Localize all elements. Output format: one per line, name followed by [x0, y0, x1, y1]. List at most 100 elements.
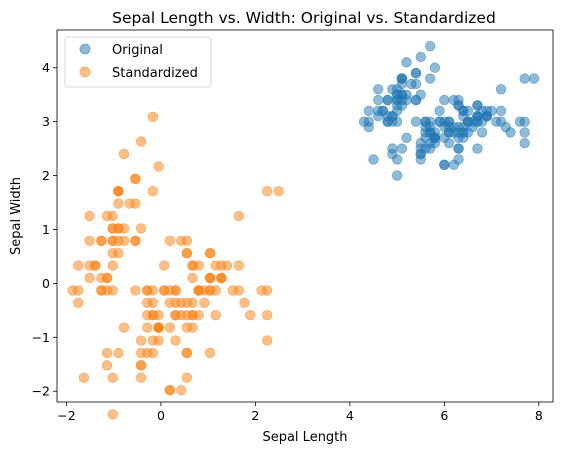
point-original-24 [382, 94, 393, 106]
point-standardized-27 [118, 223, 130, 234]
point-standardized-8 [73, 297, 84, 309]
points-layer [67, 40, 540, 420]
point-standardized-25 [107, 285, 118, 296]
point-original-6 [373, 94, 384, 106]
point-standardized-144 [204, 247, 216, 259]
x-tick-label: 8 [535, 408, 543, 423]
point-standardized-33 [135, 136, 147, 147]
point-standardized-117 [262, 185, 273, 197]
point-standardized-148 [176, 235, 187, 247]
y-axis-ticks: −2 −1 0 1 2 3 4 [32, 60, 57, 399]
point-original-122 [519, 127, 530, 138]
point-original-41 [368, 154, 379, 165]
legend-label-standardized: Standardized [112, 66, 198, 81]
point-standardized-18 [147, 185, 159, 197]
point-original-108 [472, 143, 483, 154]
point-original-109 [495, 84, 507, 95]
point-standardized-121 [142, 310, 153, 321]
point-original-87 [453, 154, 464, 165]
point-standardized-119 [164, 384, 176, 396]
point-original-45 [382, 116, 393, 127]
point-standardized-81 [135, 360, 147, 371]
point-original-133 [453, 127, 464, 138]
point-original-119 [439, 159, 450, 170]
point-standardized-90 [135, 335, 147, 346]
point-original-14 [429, 62, 441, 73]
point-standardized-147 [193, 285, 204, 296]
point-original-16 [410, 67, 422, 79]
x-axis-ticks: −2 0 2 4 6 8 [57, 402, 543, 423]
point-original-129 [495, 116, 507, 127]
plot-area-frame [56, 29, 554, 403]
point-standardized-78 [164, 297, 176, 309]
point-standardized-129 [233, 285, 245, 296]
point-standardized-24 [96, 235, 107, 247]
point-standardized-130 [244, 310, 256, 321]
point-standardized-133 [181, 310, 193, 321]
point-standardized-42 [73, 260, 84, 271]
legend-marker-standardized [79, 66, 91, 78]
point-original-148 [448, 94, 460, 106]
point-original-117 [519, 73, 530, 84]
point-original-130 [505, 127, 516, 138]
point-standardized-145 [204, 285, 216, 296]
point-original-15 [424, 40, 436, 52]
point-standardized-83 [164, 322, 176, 333]
point-standardized-15 [147, 111, 159, 123]
x-tick-label: 6 [440, 408, 448, 423]
point-standardized-94 [142, 322, 153, 333]
point-standardized-122 [262, 310, 273, 321]
point-standardized-85 [164, 235, 176, 247]
point-standardized-45 [96, 285, 107, 296]
point-standardized-103 [181, 297, 193, 309]
point-original-49 [391, 100, 403, 111]
point-standardized-87 [181, 372, 193, 383]
y-tick-label: 1 [42, 222, 50, 237]
legend-marker-original [79, 43, 91, 55]
point-standardized-58 [199, 297, 210, 309]
point-original-93 [391, 154, 403, 165]
point-standardized-143 [210, 260, 221, 271]
point-original-146 [453, 143, 464, 154]
y-axis-label: Sepal Width [9, 177, 24, 255]
point-standardized-36 [135, 223, 147, 234]
point-original-46 [396, 73, 408, 84]
point-standardized-84 [130, 285, 141, 296]
point-standardized-57 [101, 360, 113, 371]
point-standardized-149 [159, 285, 170, 296]
point-original-38 [363, 116, 374, 127]
x-tick-label: 0 [157, 408, 165, 423]
y-tick-label: −1 [32, 330, 50, 345]
point-original-125 [495, 105, 507, 117]
point-standardized-22 [84, 210, 95, 222]
point-standardized-32 [118, 148, 130, 160]
point-original-18 [424, 73, 436, 84]
y-tick-label: 2 [42, 168, 50, 183]
point-standardized-89 [135, 347, 147, 359]
point-standardized-108 [204, 347, 216, 359]
y-tick-label: 3 [42, 114, 50, 129]
point-standardized-70 [159, 260, 170, 271]
point-original-113 [424, 143, 436, 154]
point-standardized-47 [84, 260, 95, 271]
point-original-60 [391, 170, 403, 181]
point-original-47 [373, 105, 384, 117]
point-standardized-125 [233, 260, 245, 271]
point-original-147 [462, 116, 474, 127]
y-tick-label: 0 [42, 276, 50, 291]
x-tick-label: 2 [251, 408, 259, 423]
point-original-76 [476, 127, 488, 138]
point-standardized-21 [113, 198, 124, 209]
point-standardized-48 [124, 198, 135, 209]
point-original-134 [443, 138, 455, 149]
point-original-85 [439, 94, 450, 106]
point-standardized-109 [233, 210, 245, 222]
point-original-144 [472, 100, 483, 111]
chart-title: Sepal Length vs. Width: Original vs. Sta… [112, 9, 496, 27]
point-standardized-135 [262, 285, 273, 296]
point-standardized-49 [107, 247, 118, 259]
point-standardized-43 [107, 223, 118, 234]
point-standardized-123 [181, 322, 193, 333]
legend-label-original: Original [112, 43, 163, 58]
